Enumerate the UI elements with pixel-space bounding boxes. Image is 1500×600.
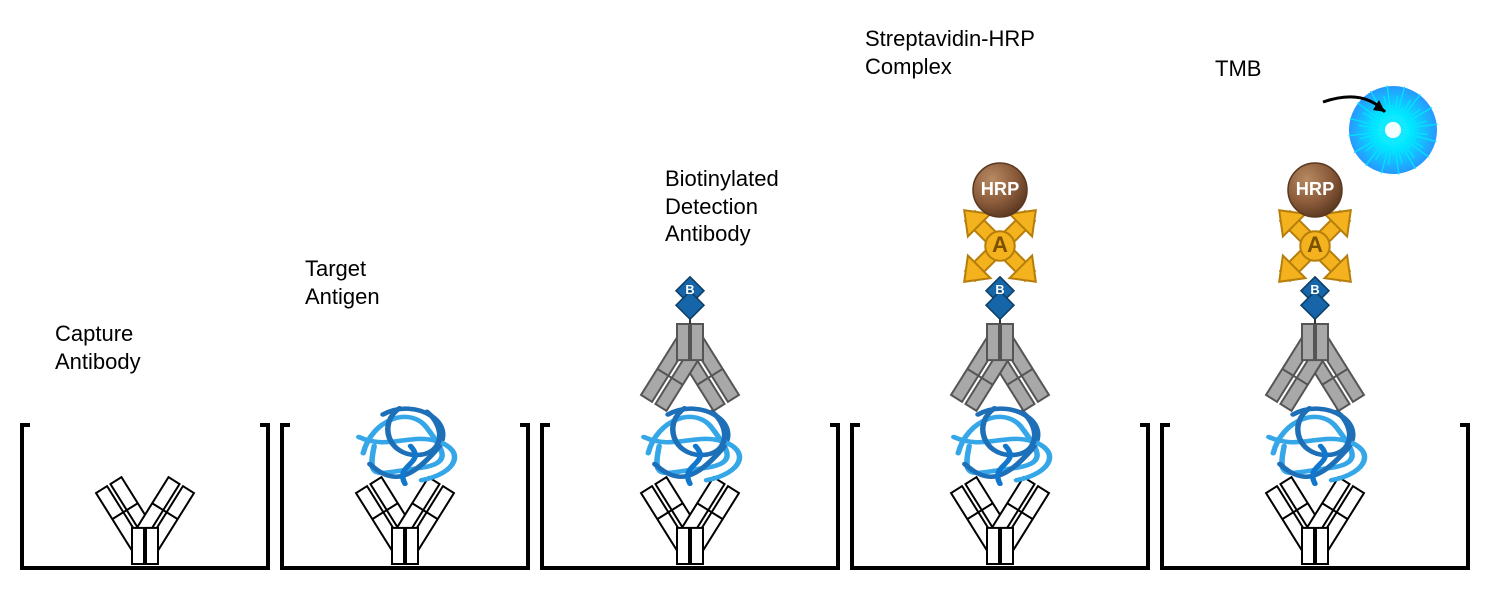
detection-antibody bbox=[1266, 324, 1364, 411]
biotin-icon: B bbox=[676, 277, 704, 319]
svg-text:A: A bbox=[1307, 232, 1323, 257]
capture-antibody bbox=[1266, 477, 1364, 564]
biotin-icon: B bbox=[986, 277, 1014, 319]
label-sahrp: Streptavidin-HRP Complex bbox=[865, 25, 1035, 80]
capture-antibody bbox=[641, 477, 739, 564]
panel-1 bbox=[20, 50, 270, 570]
svg-text:B: B bbox=[685, 282, 694, 297]
capture-antibody bbox=[356, 477, 454, 564]
biotin-icon: B bbox=[1301, 277, 1329, 319]
svg-text:B: B bbox=[1310, 282, 1319, 297]
detection-antibody bbox=[951, 324, 1049, 411]
detection-antibody bbox=[641, 324, 739, 411]
label-detection: Biotinylated Detection Antibody bbox=[665, 165, 779, 248]
svg-text:A: A bbox=[992, 232, 1008, 257]
svg-text:HRP: HRP bbox=[1296, 179, 1334, 199]
panel-3: B bbox=[540, 50, 840, 570]
label-capture: Capture Antibody bbox=[55, 320, 141, 375]
target-antigen bbox=[644, 408, 740, 484]
svg-text:B: B bbox=[995, 282, 1004, 297]
panel-2 bbox=[280, 50, 530, 570]
label-antigen: Target Antigen bbox=[305, 255, 380, 310]
target-antigen bbox=[1269, 408, 1365, 484]
svg-text:HRP: HRP bbox=[981, 179, 1019, 199]
hrp-icon: HRP bbox=[973, 163, 1027, 217]
panel-4: B A HRP bbox=[850, 50, 1150, 570]
hrp-icon: HRP bbox=[1288, 163, 1342, 217]
target-antigen bbox=[954, 408, 1050, 484]
capture-antibody bbox=[96, 477, 194, 564]
capture-antibody bbox=[951, 477, 1049, 564]
target-antigen bbox=[359, 408, 455, 484]
panel-5: B A HRP bbox=[1160, 50, 1470, 570]
label-tmb: TMB bbox=[1215, 55, 1261, 83]
